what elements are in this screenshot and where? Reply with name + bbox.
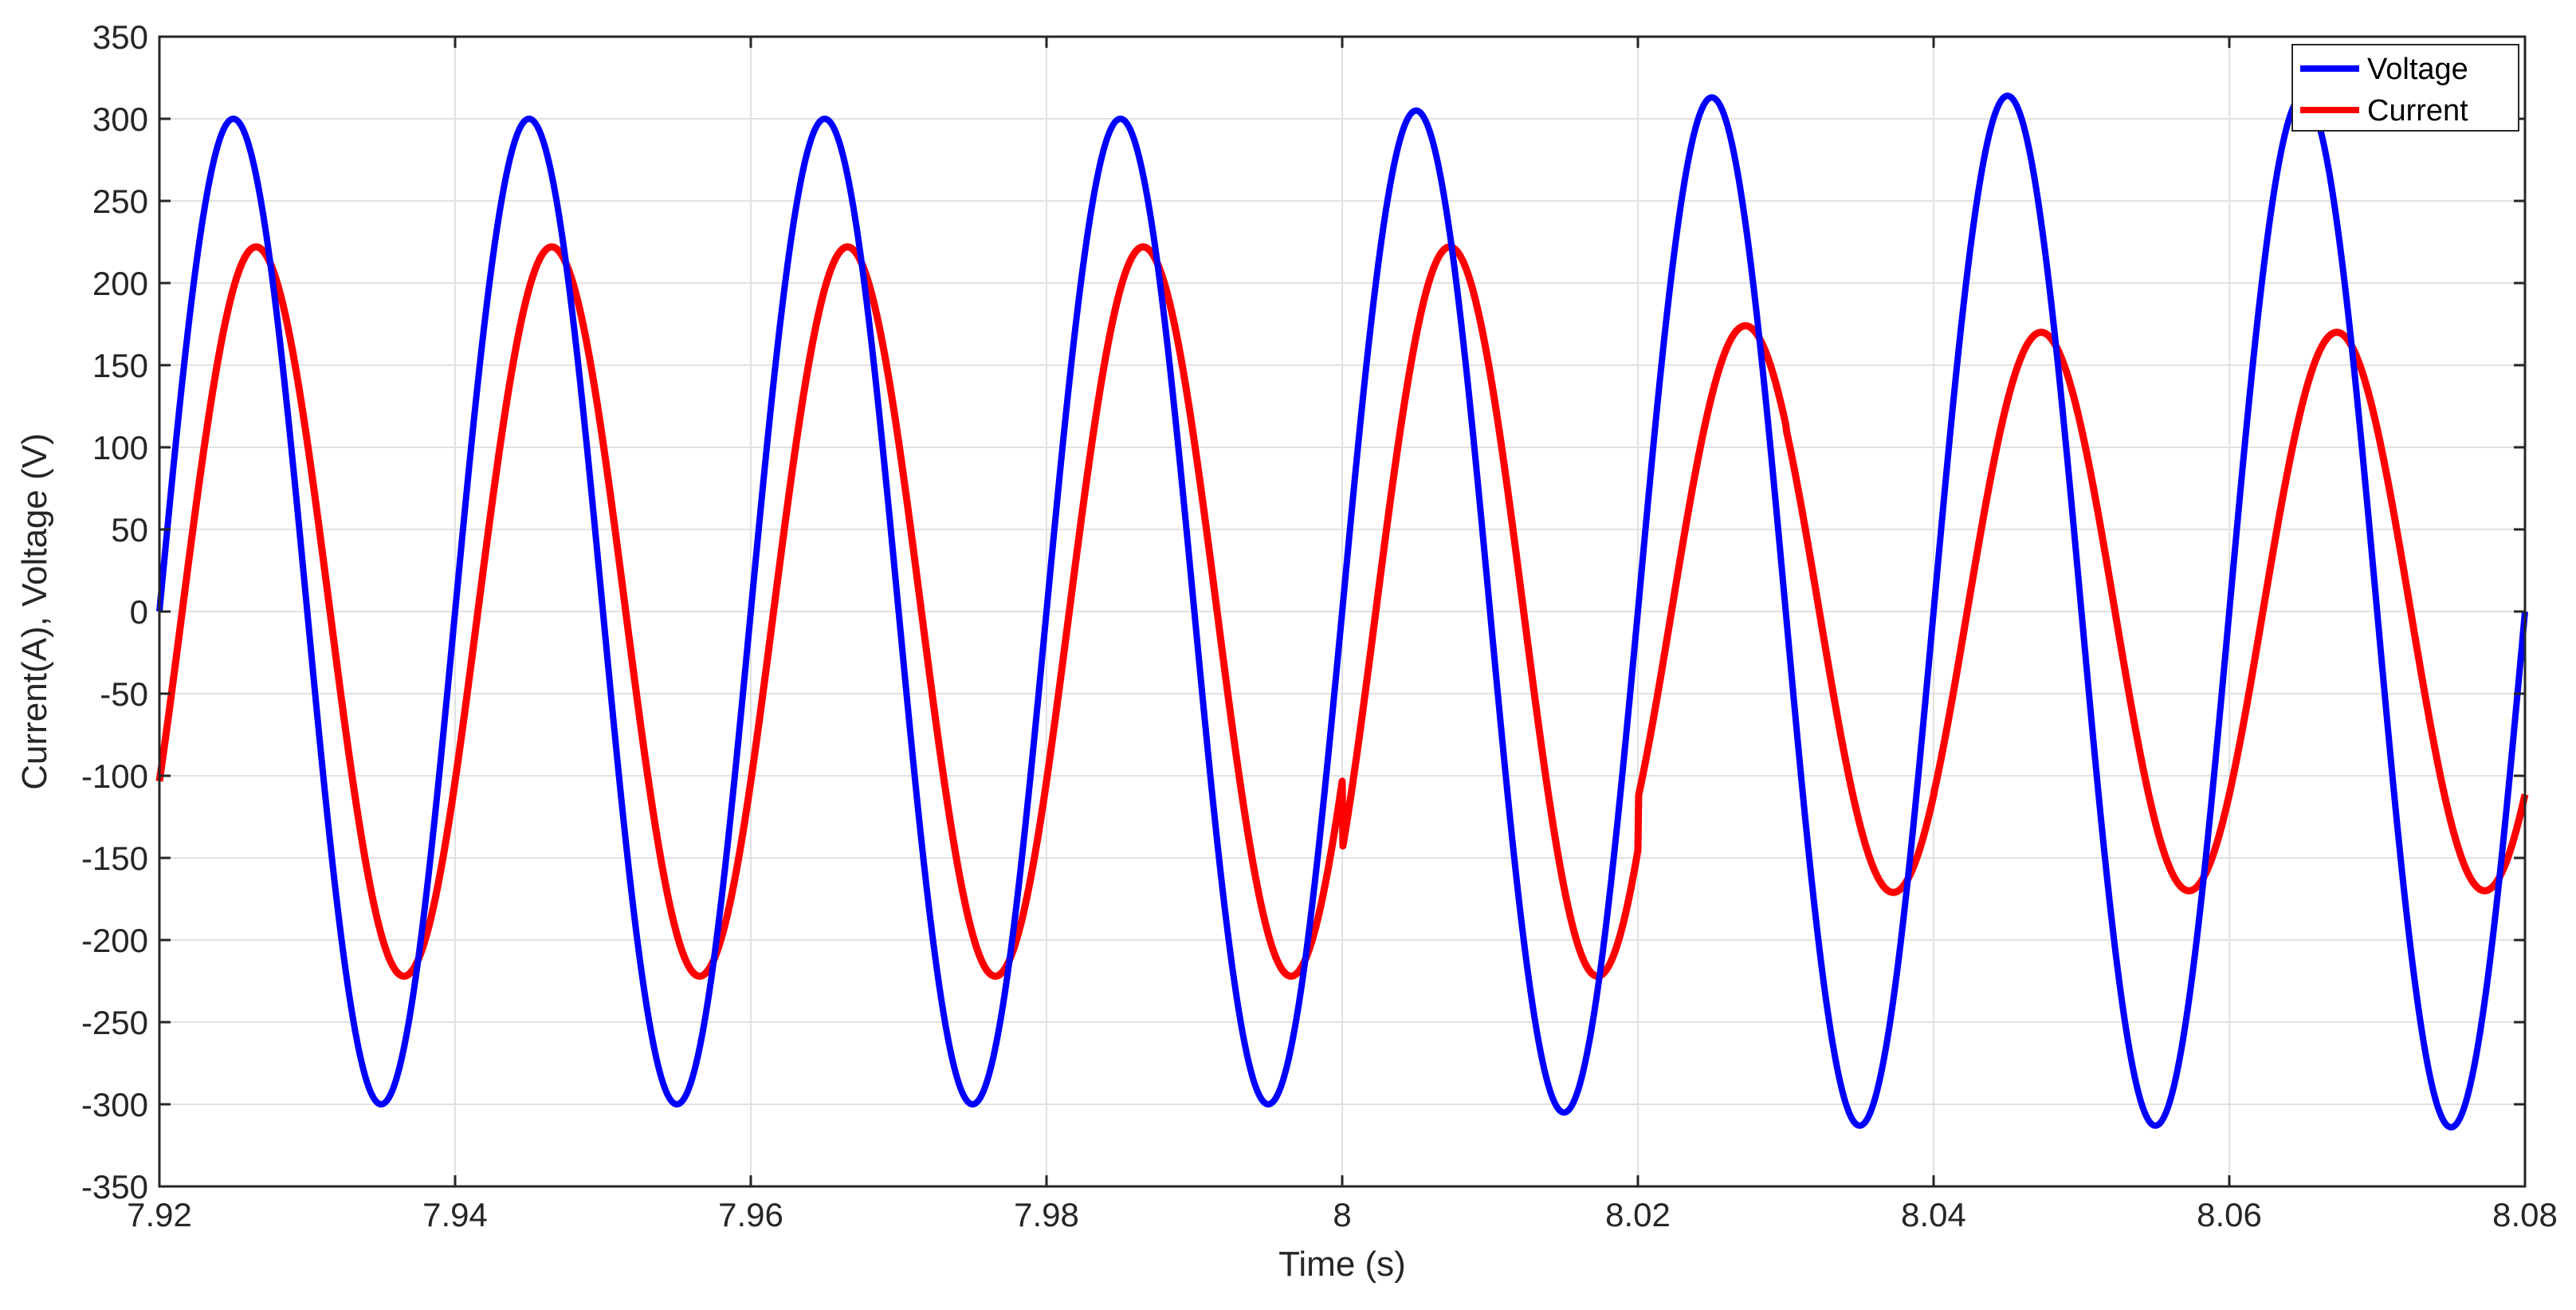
- x-tick-label: 8: [1333, 1196, 1351, 1233]
- y-tick-label: 150: [92, 347, 148, 384]
- x-tick-label: 7.98: [1014, 1196, 1079, 1233]
- y-tick-label: -250: [81, 1004, 148, 1041]
- x-tick-label: 8.06: [2197, 1196, 2262, 1233]
- current-series-line: [155, 243, 2529, 980]
- legend: Voltage Current: [2291, 44, 2519, 132]
- y-tick-label: 50: [111, 511, 148, 549]
- y-tick-label: 100: [92, 429, 148, 466]
- legend-box: [2291, 44, 2519, 132]
- x-tick-label: 8.04: [1901, 1196, 1966, 1233]
- series-layer: [155, 92, 2529, 1131]
- y-tick-label: 250: [92, 183, 148, 220]
- x-tick-label: 7.92: [127, 1196, 192, 1233]
- y-tick-label: 0: [130, 593, 148, 631]
- y-tick-label: -50: [100, 675, 148, 713]
- legend-label-voltage: Voltage: [2367, 53, 2468, 86]
- y-tick-label: -350: [81, 1168, 148, 1206]
- y-tick-label: -150: [81, 840, 148, 877]
- axes: 7.92 7.94 7.96 7.98 8 8.02 8.04 8.06 8.08 350 300 2…: [15, 18, 2558, 1284]
- x-tick-label: 8.08: [2492, 1196, 2558, 1233]
- x-tick-label: 7.96: [718, 1196, 783, 1233]
- y-tick-label: 300: [92, 100, 148, 138]
- voltage-series-line: [156, 92, 2528, 1131]
- y-tick-label: -100: [81, 757, 148, 795]
- x-axis-label: Time (s): [1278, 1245, 1406, 1284]
- y-tick-label: -300: [81, 1086, 148, 1123]
- y-axis-label: Current(A), Voltage (V): [15, 433, 54, 790]
- x-tick-label: 8.02: [1605, 1196, 1671, 1233]
- y-tick-label: 350: [92, 18, 148, 56]
- legend-label-current: Current: [2367, 94, 2468, 128]
- y-tick-label: 200: [92, 265, 148, 302]
- y-tick-label: -200: [81, 922, 148, 959]
- x-tick-label: 7.94: [422, 1196, 488, 1233]
